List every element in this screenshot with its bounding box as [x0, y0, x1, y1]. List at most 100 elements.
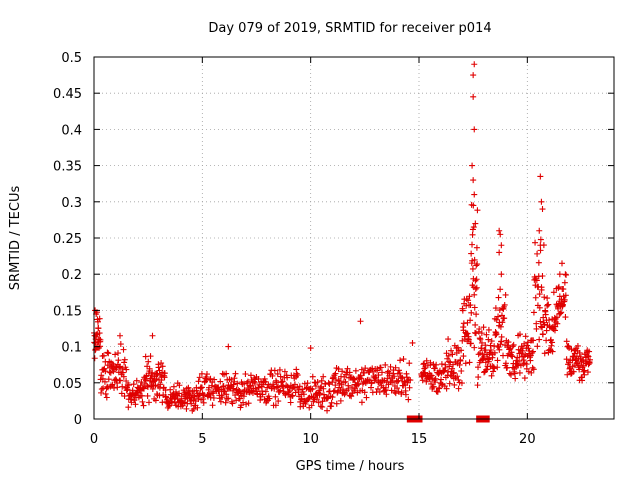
- data-point: [398, 389, 405, 396]
- data-point: [529, 364, 536, 371]
- data-point: [183, 405, 190, 412]
- data-point: [432, 379, 439, 386]
- y-tick-label: 0.3: [61, 196, 82, 211]
- data-point: [482, 347, 489, 354]
- data-point: [165, 403, 172, 410]
- data-point: [388, 387, 395, 394]
- data-point: [196, 391, 203, 398]
- data-point: [155, 364, 162, 371]
- data-point: [223, 370, 230, 377]
- data-point: [442, 364, 449, 371]
- data-point: [485, 326, 492, 333]
- data-point: [438, 380, 445, 387]
- data-point: [542, 311, 549, 318]
- y-tick-label: 0.15: [53, 304, 82, 319]
- data-point: [386, 370, 393, 377]
- data-point: [382, 384, 389, 391]
- data-point: [470, 202, 477, 209]
- data-point: [149, 332, 156, 339]
- data-point: [496, 346, 503, 353]
- data-point: [467, 302, 474, 309]
- data-point: [548, 342, 555, 349]
- data-point: [495, 313, 502, 320]
- data-point: [161, 370, 168, 377]
- data-point: [176, 390, 183, 397]
- data-point: [300, 391, 307, 398]
- data-point: [242, 371, 249, 378]
- data-point: [562, 292, 569, 299]
- data-point: [472, 277, 479, 284]
- data-point: [521, 375, 528, 382]
- data-point: [144, 382, 151, 389]
- data-point: [498, 333, 505, 340]
- data-point: [579, 377, 586, 384]
- data-point: [473, 244, 480, 251]
- data-point: [559, 301, 566, 308]
- y-tick-label: 0.5: [61, 51, 82, 66]
- data-point: [467, 317, 474, 324]
- data-point: [195, 378, 202, 385]
- data-point: [207, 375, 214, 382]
- data-point: [119, 383, 126, 390]
- data-point: [141, 385, 148, 392]
- data-point: [120, 373, 127, 380]
- data-point: [450, 369, 457, 376]
- data-point: [262, 378, 269, 385]
- data-point: [140, 402, 147, 409]
- data-point: [433, 361, 440, 368]
- data-point: [243, 380, 250, 387]
- data-point: [423, 357, 430, 364]
- data-point: [138, 392, 145, 399]
- data-point: [320, 385, 327, 392]
- data-point: [559, 260, 565, 267]
- data-point: [269, 372, 276, 379]
- data-point: [167, 386, 174, 393]
- data-point: [273, 384, 280, 391]
- data-point: [538, 286, 545, 293]
- data-point: [375, 372, 382, 379]
- chart-title: Day 079 of 2019, SRMTID for receiver p01…: [208, 21, 491, 36]
- data-point: [530, 337, 537, 344]
- data-point: [103, 394, 110, 401]
- data-point: [456, 361, 463, 368]
- data-point: [516, 331, 523, 338]
- data-point: [486, 356, 493, 363]
- data-point: [419, 373, 426, 380]
- data-point: [396, 370, 403, 377]
- data-point: [335, 377, 342, 384]
- data-point: [564, 371, 571, 378]
- data-point: [496, 227, 503, 234]
- data-point: [533, 277, 540, 284]
- data-point: [294, 372, 301, 379]
- data-point: [555, 284, 562, 291]
- data-point: [428, 380, 435, 387]
- data-point: [203, 377, 210, 384]
- data-point: [362, 365, 369, 372]
- data-point: [181, 399, 188, 406]
- data-point: [309, 386, 316, 393]
- data-point: [116, 364, 123, 371]
- data-point: [98, 372, 105, 379]
- data-point: [516, 369, 523, 376]
- x-tick-label: 5: [198, 432, 206, 447]
- data-point: [506, 370, 513, 377]
- y-tick-label: 0.4: [61, 123, 82, 138]
- data-point: [471, 291, 478, 298]
- data-point: [152, 382, 159, 389]
- data-point: [271, 367, 278, 374]
- data-point: [349, 384, 356, 391]
- data-point: [123, 366, 130, 373]
- data-point: [166, 402, 173, 409]
- data-point: [115, 350, 122, 357]
- data-point: [332, 382, 339, 389]
- data-point: [496, 249, 503, 256]
- data-point: [471, 126, 478, 133]
- data-point: [308, 402, 315, 409]
- data-point: [497, 323, 504, 330]
- data-point: [537, 242, 544, 249]
- data-point: [229, 400, 236, 407]
- data-point: [455, 376, 462, 383]
- data-point: [555, 305, 562, 312]
- data-point: [111, 384, 118, 391]
- data-point: [341, 391, 348, 398]
